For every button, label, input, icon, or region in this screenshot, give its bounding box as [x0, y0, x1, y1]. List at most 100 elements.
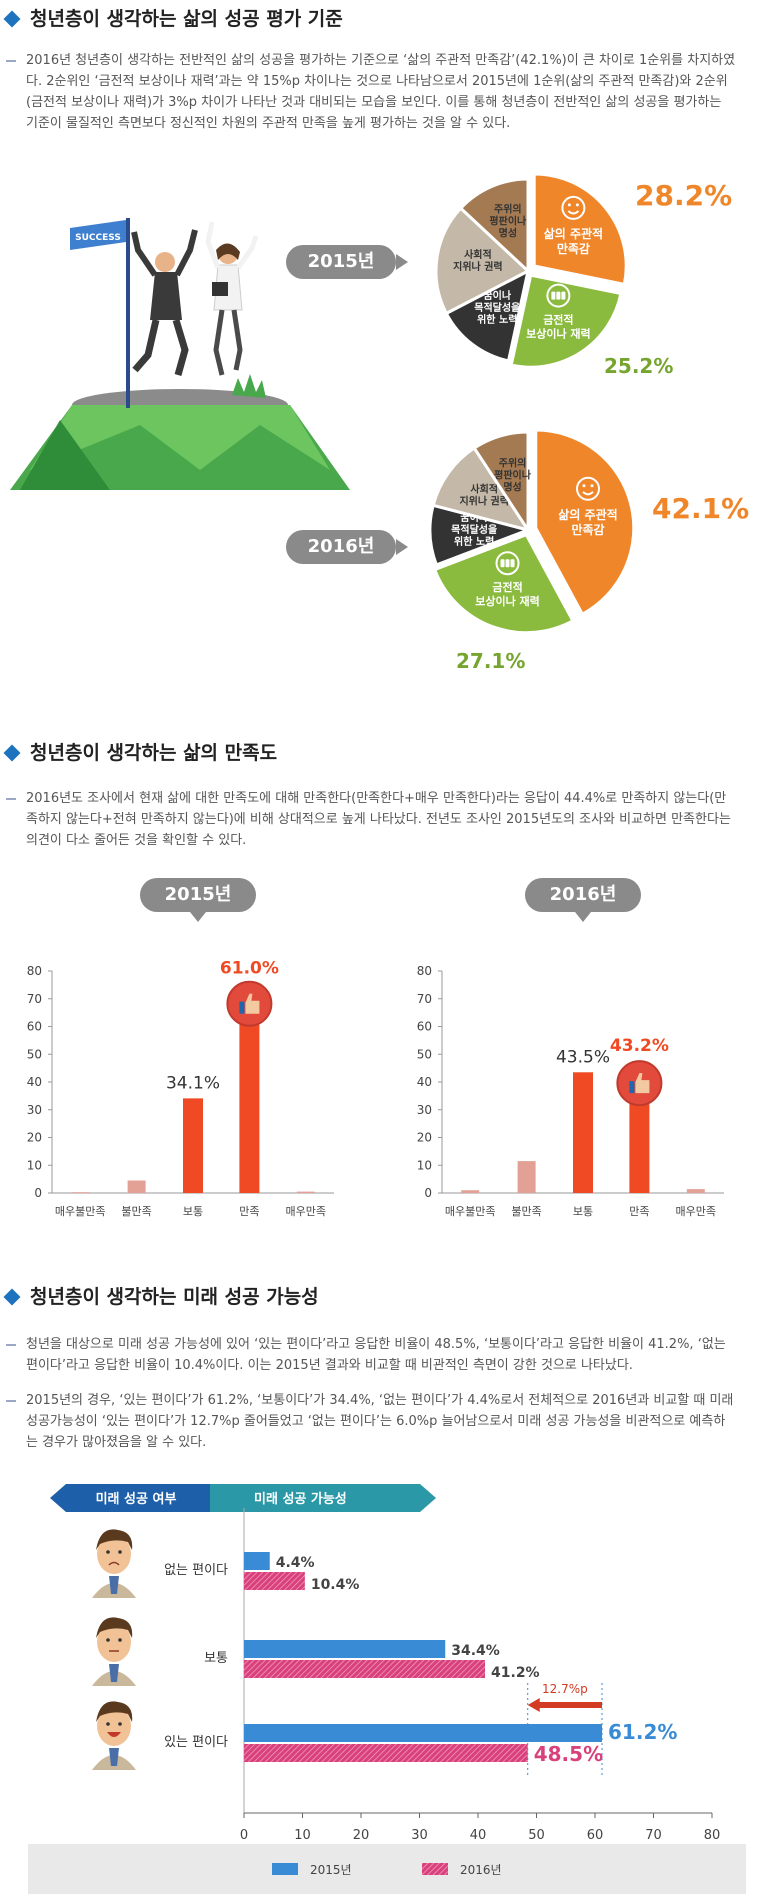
pie-value-label-2: 27.1% [456, 649, 525, 673]
bar [296, 1191, 315, 1193]
pie-slice-label-5: 주위의 평판이나 명성 [489, 203, 527, 240]
bar-2016-value-label: 48.5% [534, 1742, 603, 1766]
pie-value-label-2: 25.2% [604, 354, 673, 378]
x-tick-label: 10 [294, 1828, 311, 1843]
y-tick-label: 20 [27, 1131, 42, 1145]
bar-chart-2016: 0 10 20 30 40 50 60 70 80 매우불만족 불만족 보통 43.5% 만족 43.2% 매… [417, 964, 724, 1218]
bar [239, 1023, 260, 1193]
x-tick-label: 매우만족 [286, 1205, 326, 1218]
money-icon [495, 551, 520, 576]
man-body [150, 272, 182, 320]
x-tick-label: 매우불만족 [55, 1205, 106, 1218]
header-left-ribbon [50, 1484, 210, 1512]
x-tick-label: 만족 [239, 1205, 259, 1218]
pie-slice-label-4: 사회적 지위나 권력 [453, 248, 502, 273]
bar-2015-year-label: 2015년 [140, 878, 256, 922]
flag [70, 220, 126, 250]
y-tick-label: 10 [417, 1158, 432, 1172]
person-face-icon [92, 1701, 136, 1770]
pie-slice-2 [432, 532, 575, 635]
pie-slice-label-3: 꿈이나 목적달성을 위한 노력 [474, 289, 520, 326]
pie-value-label-1: 42.1% [652, 492, 749, 525]
bar-2016-year-label: 2016년 [525, 878, 641, 922]
y-tick-label: 30 [27, 1103, 42, 1117]
header-right-ribbon [210, 1484, 436, 1512]
y-tick-label: 40 [27, 1075, 42, 1089]
pie-slice-label-1: 삶의 주관적 만족감 [544, 226, 603, 256]
x-tick-label: 80 [704, 1828, 721, 1843]
thumbs-up-icon [226, 980, 273, 1027]
pie-slice-1 [532, 172, 628, 287]
bar [71, 1192, 90, 1193]
pie-slice-2 [509, 273, 623, 369]
x-tick-label: 30 [411, 1828, 428, 1843]
section1-title-text: 청년층이 생각하는 삶의 성공 평가 기준 [30, 8, 343, 30]
woman-leg-left [213, 309, 225, 376]
x-tick-label: 보통 [573, 1205, 593, 1218]
woman-arm-right [235, 235, 259, 270]
bar [183, 1098, 203, 1193]
section3-title-text: 청년층이 생각하는 미래 성공 가능성 [30, 1286, 319, 1308]
smiley-icon [561, 195, 586, 220]
section3-paragraph-1-text: 청년을 대상으로 미래 성공 가능성에 있어 ‘있는 편이다’라고 응답한 비율… [26, 1337, 726, 1373]
bar-2015-value-label: 4.4% [276, 1555, 315, 1571]
legend-2016-swatch [422, 1863, 448, 1875]
bar-2016-value-label: 41.2% [491, 1665, 540, 1681]
bar [573, 1072, 593, 1193]
man-leg-left [132, 319, 160, 373]
section1-title: 청년층이 생각하는 삶의 성공 평가 기준 [0, 4, 343, 31]
flagpole [126, 218, 130, 408]
mountain-shadow [20, 420, 110, 490]
bar-2015-value-label: 34.4% [451, 1643, 500, 1659]
x-tick-label: 불만족 [511, 1205, 541, 1218]
section3-paragraph-2: 2015년의 경우, ‘있는 편이다’가 61.2%, ‘보통이다’가 34.4… [6, 1390, 736, 1453]
man-leg-right [172, 318, 189, 376]
bar [517, 1161, 536, 1193]
x-tick-label: 만족 [629, 1205, 649, 1218]
category-label: 보통 [204, 1651, 228, 1666]
x-tick-label: 70 [645, 1828, 662, 1843]
x-tick-label: 60 [587, 1828, 604, 1843]
legend: 2015년 2016년 [28, 1844, 746, 1894]
pie-slice-3 [444, 268, 531, 363]
category-label: 없는 편이다 [164, 1563, 228, 1578]
diamond-bullet-icon [3, 1288, 21, 1305]
y-tick-label: 60 [27, 1020, 42, 1034]
bar-chart-2015: 0 10 20 30 40 50 60 70 80 매우불만족 불만족 보통 34.1% 만족 61.0% 매… [27, 959, 334, 1218]
section1-paragraph: 2016년 청년층이 생각하는 전반적인 삶의 성공을 평가하는 기준으로 ‘삶… [6, 50, 736, 134]
pie-slice-5 [472, 430, 530, 536]
pie-slice-5 [458, 177, 530, 275]
bar-2016-value-label: 10.4% [311, 1577, 360, 1593]
y-tick-label: 70 [27, 992, 42, 1006]
grass-tuft [232, 374, 266, 398]
x-tick-label: 0 [240, 1828, 248, 1843]
bar-value-label: 61.0% [220, 959, 279, 979]
x-tick-label: 20 [353, 1828, 370, 1843]
pie-slice-label-1: 삶의 주관적 만족감 [558, 507, 617, 537]
woman-leg-right [231, 309, 243, 371]
category-label: 있는 편이다 [164, 1735, 228, 1750]
man-arm-right [174, 229, 198, 277]
y-tick-label: 70 [417, 992, 432, 1006]
pie-2015-year-label: 2015년 [286, 245, 408, 279]
y-tick-label: 80 [417, 964, 432, 978]
y-tick-label: 10 [27, 1158, 42, 1172]
person-face-icon [92, 1529, 136, 1598]
pie-2016-year-label: 2016년 [286, 530, 408, 564]
pie-slice-4 [434, 206, 531, 316]
header-left-label: 미래 성공 여부 [96, 1491, 177, 1507]
section2-paragraph: 2016년도 조사에서 현재 삶에 대한 만족도에 대해 만족한다(만족한다+매… [6, 788, 736, 851]
section3-paragraph-1: 청년을 대상으로 미래 성공 가능성에 있어 ‘있는 편이다’라고 응답한 비율… [6, 1334, 736, 1376]
bar-2016 [244, 1660, 486, 1678]
man-head [155, 252, 175, 272]
pie-slice-label-5: 주위의 평판이나 명성 [494, 456, 532, 493]
diamond-bullet-icon [3, 10, 21, 27]
y-tick-label: 60 [417, 1020, 432, 1034]
header-right-label: 미래 성공 가능성 [254, 1491, 347, 1507]
mountain-highlight [30, 405, 330, 470]
woman-bag [212, 282, 228, 296]
dash-bullet-icon [6, 798, 16, 800]
legend-2015-label: 2015년 [310, 1863, 352, 1877]
